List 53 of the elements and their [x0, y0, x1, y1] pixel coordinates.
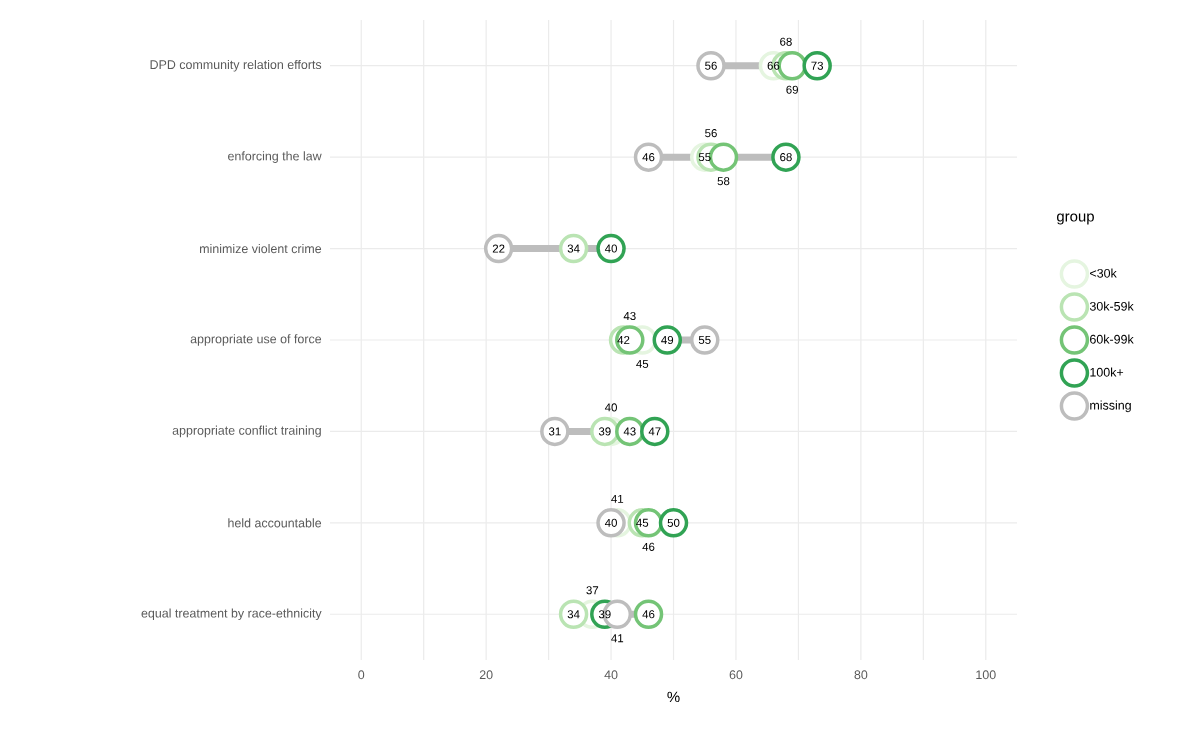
data-label: 42 — [617, 335, 630, 344]
data-label: 34 — [567, 610, 580, 619]
data-label: 40 — [604, 518, 617, 527]
y-tick-label: minimize violent crime — [200, 243, 322, 254]
y-tick-label: equal treatment by race-ethnicity — [141, 608, 322, 621]
data-label: 46 — [642, 542, 655, 551]
data-label: 55 — [698, 153, 711, 162]
data-label: 68 — [780, 37, 792, 46]
data-label: 73 — [811, 61, 824, 70]
data-label: 56 — [705, 61, 717, 70]
legend-label: <30k — [1090, 268, 1117, 278]
x-tick-label: 80 — [854, 670, 868, 680]
x-tick-label: 60 — [729, 670, 743, 680]
y-tick-label: held accountable — [228, 518, 322, 528]
data-label: 47 — [648, 427, 661, 436]
x-axis-title: % — [667, 691, 680, 703]
data-label: 56 — [705, 129, 717, 138]
y-tick-label: appropriate use of force — [190, 334, 322, 346]
legend-label: missing — [1090, 400, 1131, 413]
data-label: 46 — [642, 610, 655, 619]
y-tick-label: appropriate conflict training — [172, 425, 321, 438]
data-label: 34 — [567, 244, 580, 253]
data-label: 41 — [611, 634, 624, 643]
data-label: 58 — [717, 177, 730, 186]
data-label: 45 — [636, 359, 649, 368]
x-tick-label: 0 — [358, 670, 365, 680]
data-label: 41 — [611, 494, 624, 503]
data-label: 46 — [642, 153, 655, 162]
data-label: 43 — [623, 311, 636, 321]
data-label: 50 — [667, 518, 680, 527]
data-label: 43 — [623, 427, 636, 436]
data-label: 39 — [598, 427, 611, 436]
y-tick-label: DPD community relation efforts — [150, 59, 322, 72]
data-label: 22 — [492, 244, 505, 253]
x-tick-label: 20 — [479, 670, 493, 680]
x-tick-label: 40 — [604, 670, 618, 680]
y-tick-label: enforcing the law — [228, 151, 322, 163]
data-label: 39 — [598, 610, 611, 619]
data-label: 45 — [636, 518, 649, 527]
data-label: 40 — [604, 403, 617, 412]
legend-label: 100k+ — [1090, 367, 1124, 377]
data-label: 55 — [698, 335, 711, 344]
data-label: 66 — [767, 61, 780, 70]
data-label: 69 — [786, 85, 798, 94]
legend-title: group — [1056, 213, 1094, 225]
data-label: 31 — [548, 427, 561, 436]
legend-label: 60k-99k — [1090, 334, 1134, 344]
legend-label: 30k-59k — [1089, 301, 1134, 311]
data-label: 68 — [780, 153, 792, 162]
data-label: 37 — [586, 586, 599, 595]
x-tick-label: 100 — [976, 670, 996, 680]
data-label: 40 — [604, 244, 617, 253]
data-label: 49 — [661, 335, 674, 345]
